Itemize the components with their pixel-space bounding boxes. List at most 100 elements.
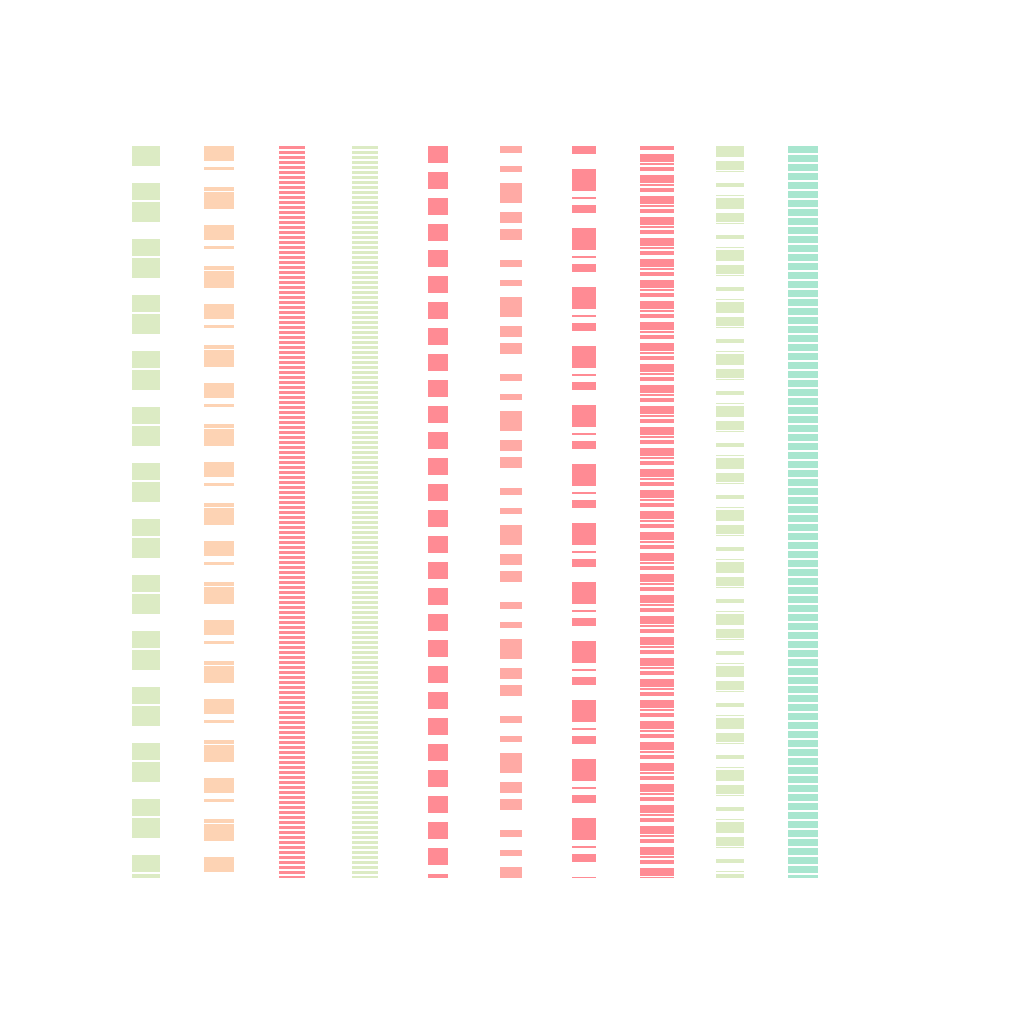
- column-2: [204, 146, 234, 878]
- stripe: [788, 272, 818, 279]
- stripe: [279, 311, 305, 314]
- stripe: [279, 436, 305, 439]
- stripe: [716, 161, 744, 170]
- stripe: [279, 271, 305, 274]
- stripe: [352, 396, 378, 399]
- stripe: [279, 616, 305, 619]
- stripe: [279, 241, 305, 244]
- stripe: [500, 212, 522, 223]
- stripe: [279, 381, 305, 384]
- stripe: [500, 622, 522, 628]
- stripe: [279, 556, 305, 559]
- stripe: [279, 666, 305, 669]
- stripe: [352, 511, 378, 514]
- stripe: [640, 175, 674, 183]
- stripe: [204, 620, 234, 635]
- stripe: [204, 192, 234, 209]
- stripe: [788, 830, 818, 837]
- stripe: [500, 830, 522, 837]
- stripe: [500, 411, 522, 431]
- stripe: [352, 276, 378, 279]
- stripe: [788, 506, 818, 513]
- stripe: [500, 374, 522, 381]
- stripe: [352, 771, 378, 774]
- stripe: [204, 562, 234, 565]
- stripe: [279, 691, 305, 694]
- stripe: [640, 272, 674, 276]
- stripe: [640, 566, 674, 570]
- stripe: [640, 394, 674, 396]
- stripe: [279, 406, 305, 409]
- stripe: [640, 688, 674, 690]
- stripe: [132, 407, 160, 424]
- stripe: [788, 515, 818, 522]
- stripe: [352, 251, 378, 254]
- stripe: [640, 398, 674, 402]
- stripe: [640, 709, 674, 711]
- stripe: [352, 496, 378, 499]
- stripe: [716, 265, 744, 274]
- stripe: [279, 806, 305, 809]
- stripe: [788, 182, 818, 189]
- stripe: [352, 821, 378, 824]
- stripe: [279, 671, 305, 674]
- stripe: [640, 217, 674, 225]
- stripe: [352, 471, 378, 474]
- stripe: [352, 481, 378, 484]
- stripe: [352, 216, 378, 219]
- stripe: [716, 562, 744, 573]
- stripe: [428, 224, 448, 241]
- stripe: [352, 381, 378, 384]
- stripe: [428, 328, 448, 345]
- stripe: [132, 295, 160, 312]
- stripe: [279, 161, 305, 164]
- stripe: [279, 226, 305, 229]
- stripe: [716, 421, 744, 430]
- stripe: [572, 677, 596, 685]
- stripe: [352, 546, 378, 549]
- stripe: [640, 268, 674, 270]
- stripe: [640, 205, 674, 207]
- stripe: [279, 631, 305, 634]
- stripe: [640, 301, 674, 309]
- stripe: [428, 692, 448, 709]
- stripe: [132, 519, 160, 536]
- stripe: [716, 651, 744, 655]
- stripe: [640, 331, 674, 333]
- stripe: [204, 187, 234, 191]
- stripe: [500, 260, 522, 267]
- stripe: [279, 206, 305, 209]
- stripe: [279, 476, 305, 479]
- stripe: [428, 536, 448, 553]
- stripe: [279, 816, 305, 819]
- stripe: [352, 326, 378, 329]
- stripe: [132, 239, 160, 256]
- stripe: [716, 473, 744, 482]
- stripe: [716, 807, 744, 811]
- stripe: [788, 227, 818, 234]
- stripe: [716, 250, 744, 261]
- stripe: [279, 511, 305, 514]
- stripe: [352, 256, 378, 259]
- stripe: [279, 321, 305, 324]
- stripe: [716, 458, 744, 469]
- stripe: [279, 391, 305, 394]
- stripe: [352, 686, 378, 689]
- stripe: [352, 636, 378, 639]
- stripe: [640, 877, 674, 878]
- stripe: [500, 668, 522, 679]
- stripe: [279, 776, 305, 779]
- stripe: [640, 482, 674, 486]
- stripe: [352, 436, 378, 439]
- stripe: [352, 761, 378, 764]
- stripe: [788, 767, 818, 774]
- stripe: [640, 604, 674, 606]
- stripe: [279, 831, 305, 834]
- stripe: [352, 196, 378, 199]
- stripe: [352, 801, 378, 804]
- stripe: [428, 276, 448, 293]
- stripe: [352, 401, 378, 404]
- stripe: [428, 718, 448, 735]
- stripe: [279, 756, 305, 759]
